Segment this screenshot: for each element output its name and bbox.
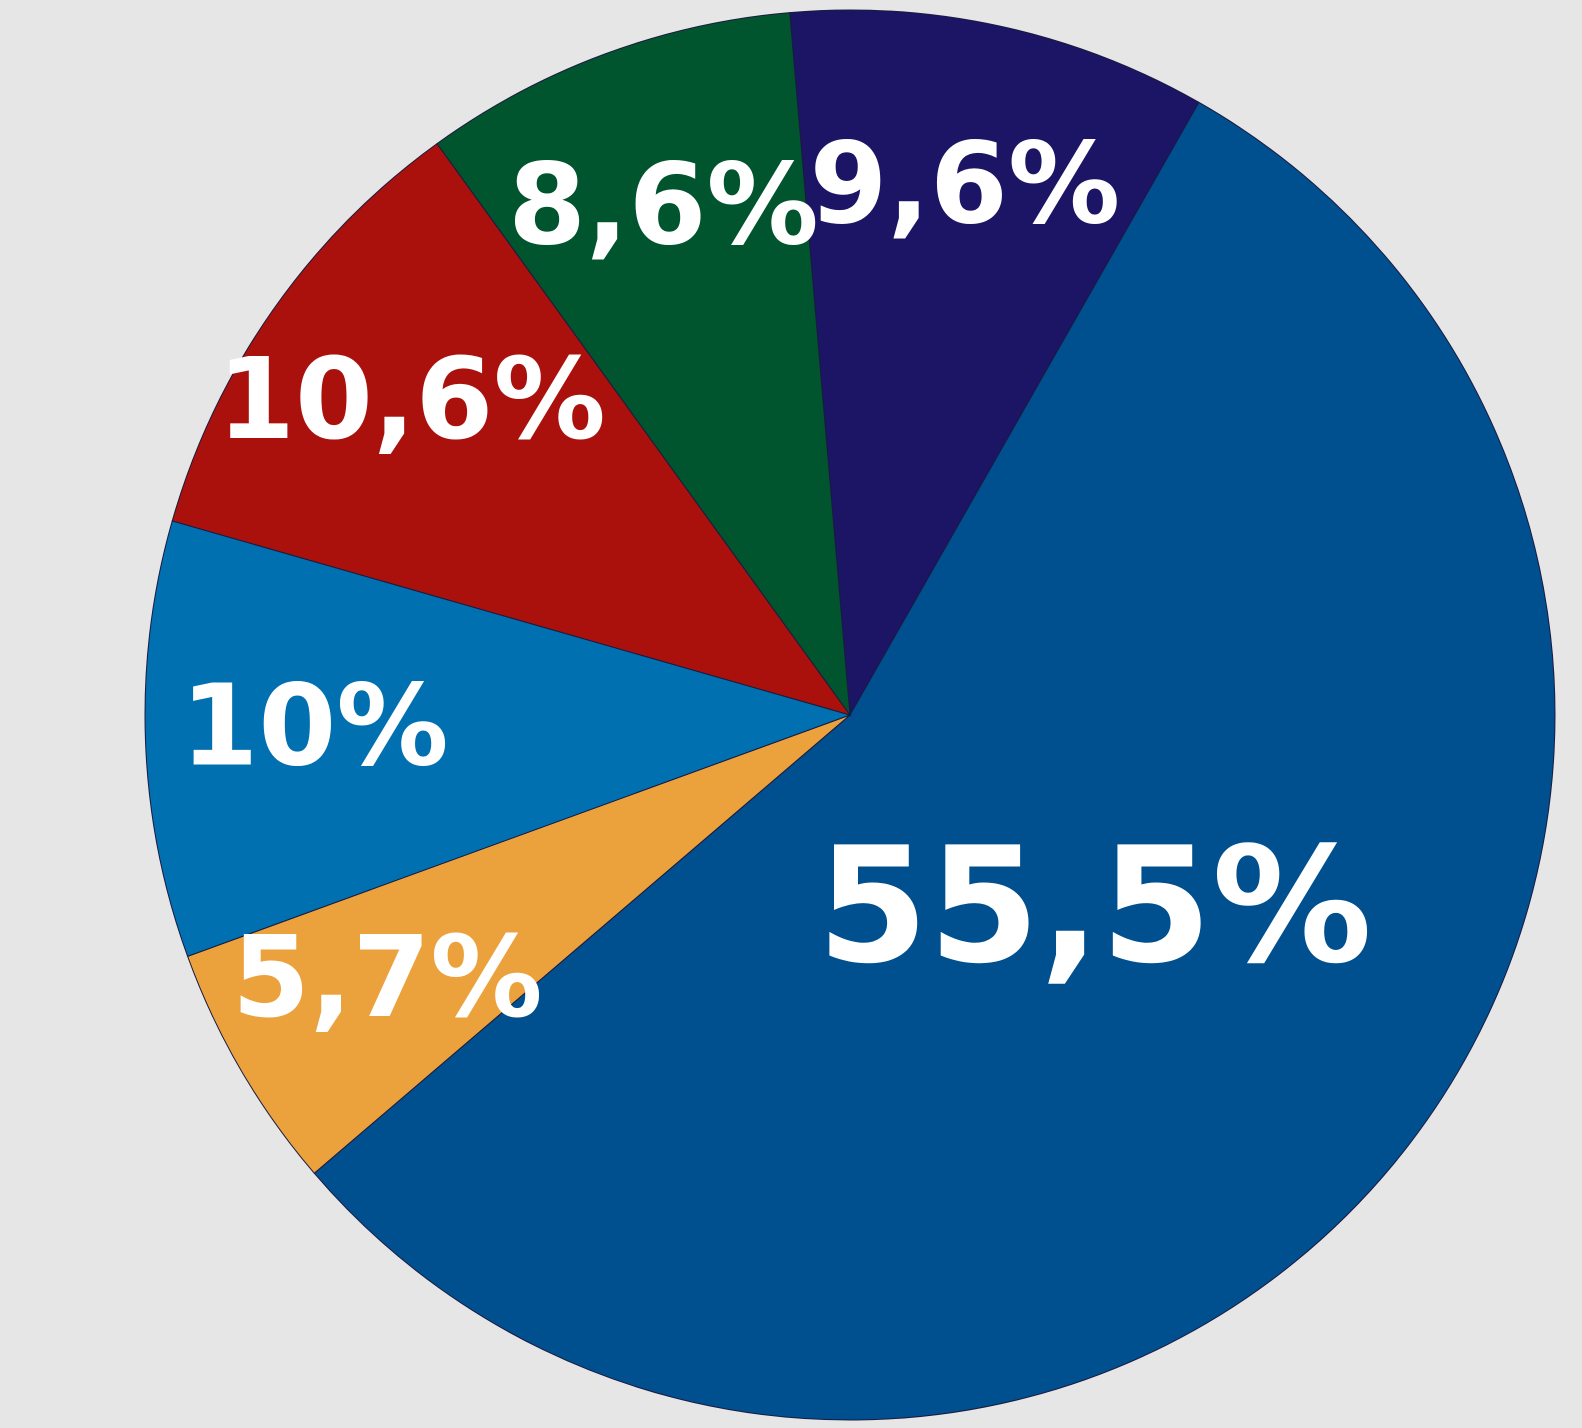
pie-slice <box>144 520 852 957</box>
data-label: 5,7% <box>232 913 543 1043</box>
pie-slice <box>313 101 1556 1421</box>
data-label: 9,6% <box>810 119 1121 249</box>
pie-slice <box>436 12 851 717</box>
data-label: 55,5% <box>817 812 1372 999</box>
pie-slice <box>186 714 851 1174</box>
data-label: 8,6% <box>508 140 819 270</box>
data-label: 10% <box>180 662 448 792</box>
pie-slice <box>789 9 1200 717</box>
pie-slice <box>171 142 852 716</box>
data-label: 10,6% <box>217 335 606 465</box>
